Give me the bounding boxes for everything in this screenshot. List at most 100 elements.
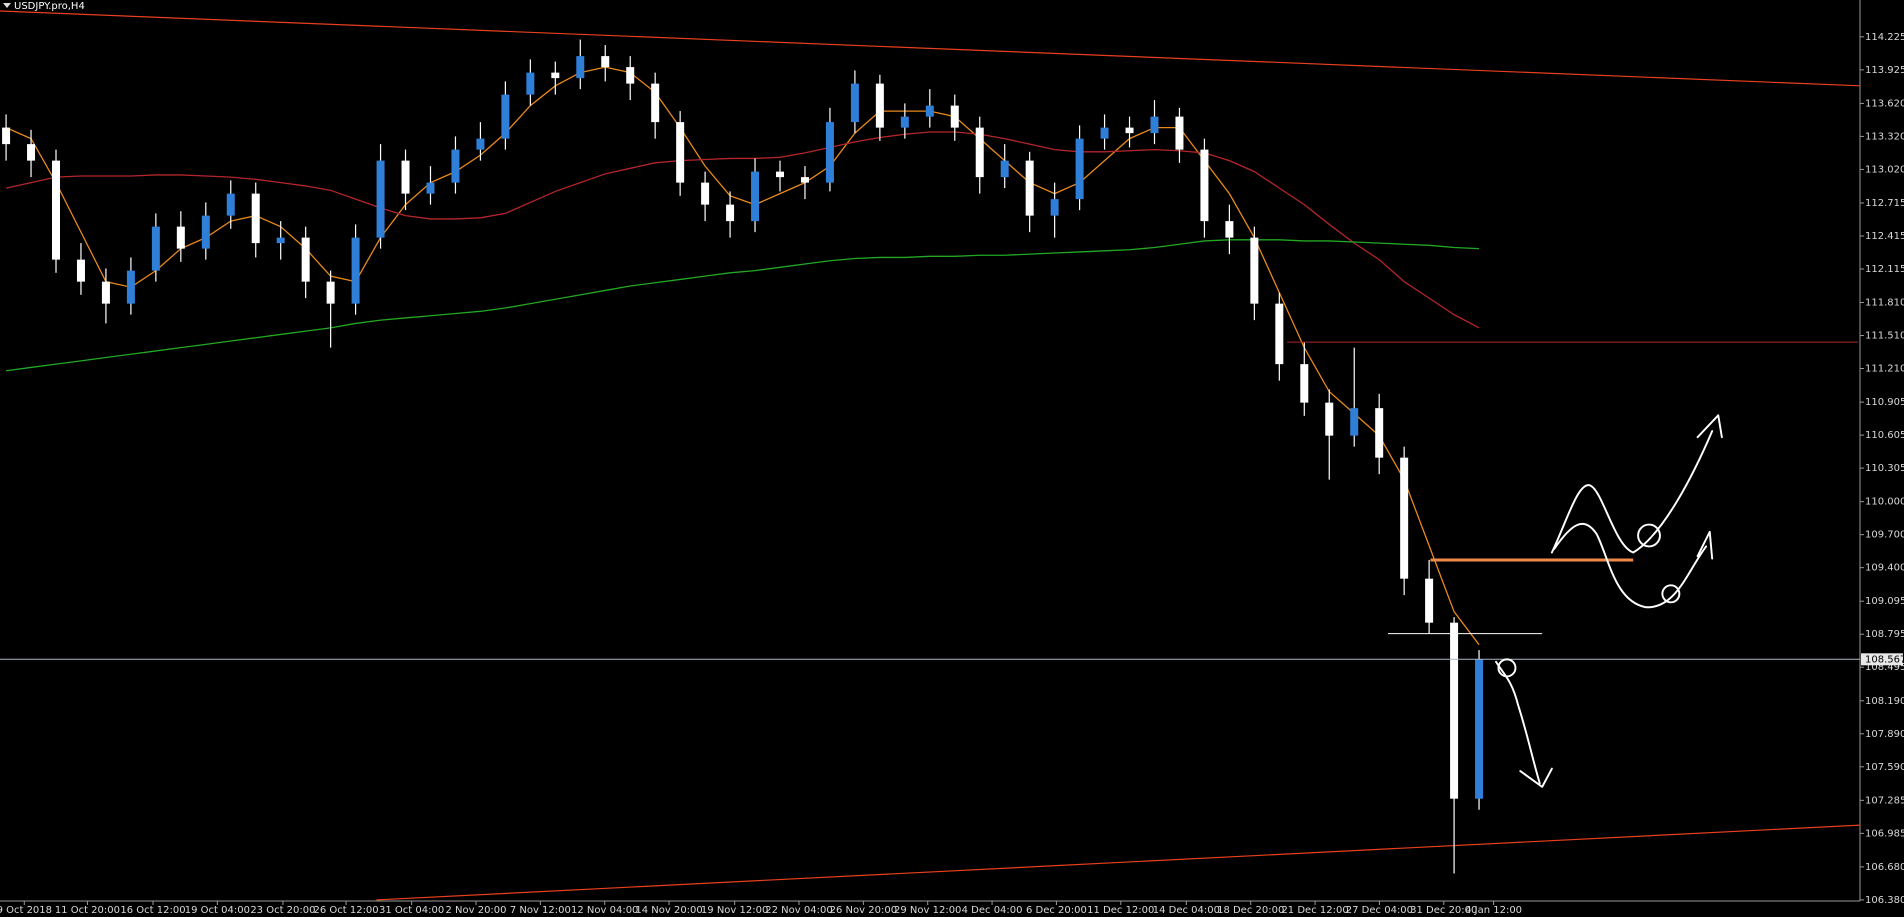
x-tick-label: 26 Nov 20:00 bbox=[830, 905, 897, 916]
candle-body bbox=[201, 215, 210, 249]
candle-body bbox=[501, 94, 510, 139]
candle-body bbox=[1225, 221, 1234, 238]
candle-body bbox=[626, 67, 635, 84]
candle-body bbox=[1400, 457, 1409, 579]
y-tick-label: 111.810 bbox=[1865, 298, 1904, 309]
candle-body bbox=[1150, 116, 1159, 134]
candle-body bbox=[351, 237, 360, 304]
x-tick-label: 23 Oct 20:00 bbox=[250, 905, 315, 916]
moving-average bbox=[5, 66, 1480, 646]
candle-body bbox=[1025, 160, 1034, 216]
y-tick-label: 109.700 bbox=[1865, 530, 1904, 541]
x-tick-label: 22 Nov 04:00 bbox=[765, 905, 832, 916]
y-tick-label: 112.415 bbox=[1865, 231, 1904, 242]
y-tick-label: 113.020 bbox=[1865, 164, 1904, 175]
candle-body bbox=[1125, 127, 1134, 134]
x-tick-label: 21 Dec 12:00 bbox=[1281, 905, 1348, 916]
candle-body bbox=[276, 237, 285, 244]
candle-body bbox=[1475, 659, 1484, 799]
x-tick-label: 29 Nov 12:00 bbox=[894, 905, 961, 916]
x-tick-label: 27 Dec 04:00 bbox=[1346, 905, 1413, 916]
candle-body bbox=[1425, 578, 1434, 623]
y-tick-label: 107.590 bbox=[1865, 762, 1904, 773]
y-tick-label: 106.380 bbox=[1865, 895, 1904, 906]
y-tick-label: 107.285 bbox=[1865, 795, 1904, 806]
x-tick-label: 16 Oct 12:00 bbox=[120, 905, 185, 916]
candle-body bbox=[1075, 138, 1084, 200]
trendline bbox=[376, 824, 1861, 901]
y-tick-label: 108.795 bbox=[1865, 629, 1904, 640]
drawing bbox=[1661, 584, 1681, 604]
drawing bbox=[1495, 660, 1553, 788]
candle-body bbox=[1200, 149, 1209, 222]
y-tick-label: 106.985 bbox=[1865, 828, 1904, 839]
y-tick-label: 109.400 bbox=[1865, 563, 1904, 574]
candle-body bbox=[900, 116, 909, 128]
candle-body bbox=[975, 127, 984, 178]
menu-triangle[interactable] bbox=[3, 3, 11, 8]
hand-drawings bbox=[1495, 414, 1723, 788]
candle-body bbox=[451, 149, 460, 183]
x-tick-label: 12 Nov 04:00 bbox=[571, 905, 638, 916]
candle-body bbox=[1100, 127, 1109, 139]
x-tick-label: 18 Dec 20:00 bbox=[1217, 905, 1284, 916]
candle-body bbox=[526, 72, 535, 95]
x-tick-label: 26 Oct 12:00 bbox=[313, 905, 378, 916]
drawing bbox=[1497, 658, 1517, 678]
y-tick-label: 111.210 bbox=[1865, 364, 1904, 375]
candle-body bbox=[950, 105, 959, 128]
y-tick-label: 114.225 bbox=[1865, 32, 1904, 43]
y-tick-label: 109.095 bbox=[1865, 596, 1904, 607]
candle-body bbox=[875, 83, 884, 128]
y-tick-label: 106.680 bbox=[1865, 862, 1904, 873]
y-tick-label: 107.890 bbox=[1865, 729, 1904, 740]
moving-average bbox=[5, 131, 1480, 329]
x-tick-label: 9 Oct 2018 bbox=[0, 905, 52, 916]
candle-body bbox=[576, 56, 585, 79]
candle-body bbox=[825, 122, 834, 183]
candle-body bbox=[101, 281, 110, 304]
x-tick-label: 11 Oct 20:00 bbox=[55, 905, 120, 916]
x-tick-label: 31 Oct 04:00 bbox=[379, 905, 444, 916]
y-tick-label: 110.905 bbox=[1865, 397, 1904, 408]
candle-body bbox=[301, 237, 310, 282]
y-tick-label: 113.925 bbox=[1865, 65, 1904, 76]
candle-body bbox=[476, 138, 485, 150]
x-tick-label: 7 Nov 12:00 bbox=[510, 905, 571, 916]
moving-average bbox=[5, 239, 1480, 372]
candle-body bbox=[401, 160, 410, 194]
candle-body bbox=[1300, 364, 1309, 403]
candle-body bbox=[2, 127, 11, 145]
candle-body bbox=[1450, 622, 1459, 799]
chart-title: USDJPY.pro,H4 bbox=[14, 1, 85, 12]
y-tick-label: 110.000 bbox=[1865, 497, 1904, 508]
candle-body bbox=[52, 160, 61, 260]
candle-body bbox=[376, 160, 385, 238]
x-tick-label: 14 Nov 20:00 bbox=[635, 905, 702, 916]
x-tick-label: 14 Dec 04:00 bbox=[1153, 905, 1220, 916]
y-tick-label: 108.190 bbox=[1865, 696, 1904, 707]
y-tick-label: 112.715 bbox=[1865, 198, 1904, 209]
y-tick-label: 110.605 bbox=[1865, 430, 1904, 441]
candle-body bbox=[1050, 199, 1059, 216]
candle-body bbox=[776, 171, 785, 178]
candle-body bbox=[925, 105, 934, 117]
candle-body bbox=[426, 182, 435, 194]
candle-body bbox=[1350, 408, 1359, 436]
candle-body bbox=[701, 182, 710, 205]
y-tick-label: 113.620 bbox=[1865, 98, 1904, 109]
candle-body bbox=[326, 281, 335, 304]
candle-body bbox=[226, 193, 235, 216]
x-tick-label: 19 Nov 12:00 bbox=[701, 905, 768, 916]
candle-body bbox=[1000, 160, 1009, 178]
y-tick-label: 111.510 bbox=[1865, 331, 1904, 342]
candle-body bbox=[651, 83, 660, 123]
candle-body bbox=[1275, 303, 1284, 365]
drawing bbox=[1553, 523, 1714, 609]
candle-body bbox=[676, 122, 685, 183]
current-price-label: 108.567 bbox=[1865, 654, 1904, 665]
candle-body bbox=[151, 226, 160, 271]
trendline bbox=[0, 10, 1861, 87]
